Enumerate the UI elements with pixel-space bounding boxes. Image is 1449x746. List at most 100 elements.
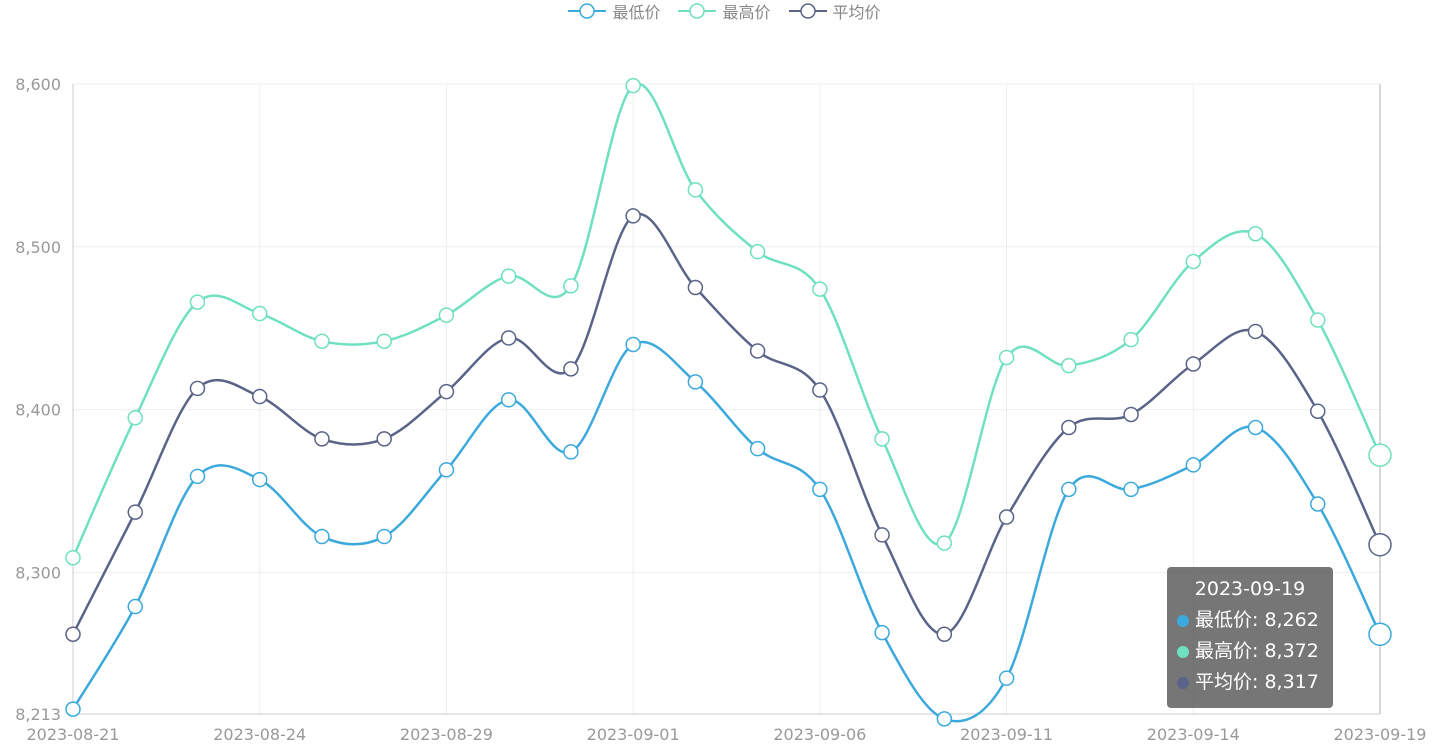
tooltip-value-avg-price: 平均价: 8,317 [1195, 671, 1319, 693]
tooltip-row-avg-price: 平均价: 8,317 [1177, 667, 1323, 698]
tooltip-dot-max-price [1177, 645, 1189, 658]
tooltip-dot-avg-price [1177, 676, 1189, 689]
data-point-min-price [438, 462, 455, 478]
data-point-avg-price [251, 388, 268, 405]
data-point-avg-price [998, 509, 1015, 525]
data-point-max-price [251, 305, 268, 322]
data-point-min-price [314, 528, 330, 545]
series-line-avg-price [71, 212, 1382, 636]
series-line-min-price [71, 340, 1382, 723]
tooltip-row-min-price: 最低价: 8,262 [1177, 605, 1323, 636]
legend-marker-avg-price [788, 3, 827, 19]
data-point-max-price [625, 77, 641, 94]
data-point-max-price [812, 281, 828, 297]
data-point-min-price [563, 444, 579, 460]
data-point-avg-price [687, 279, 704, 296]
data-point-min-price [189, 468, 206, 485]
data-point-max-price [936, 535, 953, 551]
y-tick-label: 8,400 [15, 401, 61, 420]
data-point-avg-price [749, 343, 766, 359]
data-point-min-price [127, 598, 143, 615]
tooltip-dot-min-price [1177, 614, 1189, 627]
data-point-min-price [1123, 481, 1139, 498]
x-tick-label: 2023-08-29 [400, 725, 493, 744]
data-point-avg-price [1368, 532, 1392, 557]
legend-item-avg-price[interactable]: 平均价 [788, 0, 881, 22]
data-point-avg-price [376, 431, 392, 447]
data-point-max-price [376, 333, 392, 349]
chart-legend: 最低价 最高价 平均价 [0, 0, 1449, 22]
data-point-max-price [1310, 312, 1326, 328]
x-tick-label: 2023-09-06 [773, 725, 866, 744]
legend-item-max-price[interactable]: 最高价 [678, 0, 771, 22]
data-point-max-price [314, 333, 330, 349]
data-point-max-price [65, 549, 81, 566]
data-point-max-price [1185, 253, 1202, 270]
data-point-avg-price [625, 208, 641, 224]
series-line-max-price [71, 82, 1382, 559]
x-tick-label: 2023-09-11 [960, 725, 1053, 744]
data-point-min-price [1185, 457, 1202, 473]
data-point-min-price [1247, 419, 1264, 436]
data-point-max-price [1123, 331, 1139, 348]
data-point-max-price [500, 268, 517, 284]
data-point-max-price [127, 409, 143, 426]
legend-marker-min-price [568, 3, 607, 19]
x-tick-label: 2023-09-19 [1334, 725, 1427, 744]
y-tick-label: 8,213 [15, 705, 61, 724]
x-tick-label: 2023-08-21 [27, 725, 120, 744]
data-point-min-price [1061, 481, 1077, 498]
data-point-avg-price [65, 626, 81, 642]
x-tick-label: 2023-09-14 [1147, 725, 1240, 744]
data-point-avg-price [500, 330, 517, 346]
data-point-min-price [500, 392, 517, 408]
x-tick-label: 2023-09-01 [587, 725, 680, 744]
data-point-avg-price [563, 361, 579, 377]
data-point-min-price [936, 711, 953, 727]
data-point-min-price [1310, 496, 1326, 512]
data-point-min-price [812, 481, 828, 498]
y-tick-label: 8,300 [15, 563, 61, 582]
data-point-avg-price [1247, 323, 1264, 340]
data-point-max-price [438, 307, 455, 323]
data-point-min-price [65, 701, 81, 717]
data-point-min-price [687, 374, 704, 390]
data-point-avg-price [936, 626, 953, 642]
data-point-max-price [189, 294, 206, 310]
data-point-min-price [749, 440, 766, 457]
data-point-min-price [874, 624, 890, 641]
legend-label-min-price: 最低价 [612, 3, 661, 22]
data-point-max-price [687, 182, 704, 198]
tooltip-value-min-price: 最低价: 8,262 [1195, 609, 1319, 631]
data-point-max-price [1368, 443, 1392, 467]
x-tick-label: 2023-08-24 [213, 725, 306, 744]
data-point-avg-price [1123, 406, 1139, 423]
data-point-max-price [749, 243, 766, 260]
data-point-min-price [998, 670, 1015, 686]
data-point-min-price [625, 336, 641, 353]
data-point-max-price [563, 278, 579, 294]
data-point-min-price [251, 471, 268, 488]
data-point-avg-price [874, 527, 890, 543]
legend-marker-max-price [678, 3, 717, 19]
legend-label-max-price: 最高价 [722, 3, 771, 22]
data-point-max-price [874, 431, 890, 447]
data-point-avg-price [438, 383, 455, 400]
data-point-max-price [1061, 357, 1077, 374]
data-point-avg-price [127, 504, 143, 520]
y-tick-label: 8,500 [15, 238, 61, 257]
data-point-avg-price [314, 431, 330, 447]
tooltip-title: 2023-09-19 [1194, 578, 1306, 600]
data-point-avg-price [1061, 419, 1077, 436]
chart-tooltip: 2023-09-19 最低价: 8,262 最高价: 8,372 平均价: 8,… [1167, 567, 1333, 708]
data-point-avg-price [189, 380, 206, 397]
tooltip-value-max-price: 最高价: 8,372 [1195, 640, 1319, 662]
data-point-avg-price [1310, 403, 1326, 419]
data-point-avg-price [812, 382, 828, 398]
legend-label-avg-price: 平均价 [832, 3, 881, 22]
legend-item-min-price[interactable]: 最低价 [568, 0, 660, 22]
data-point-max-price [1247, 226, 1264, 242]
data-point-max-price [998, 349, 1015, 366]
